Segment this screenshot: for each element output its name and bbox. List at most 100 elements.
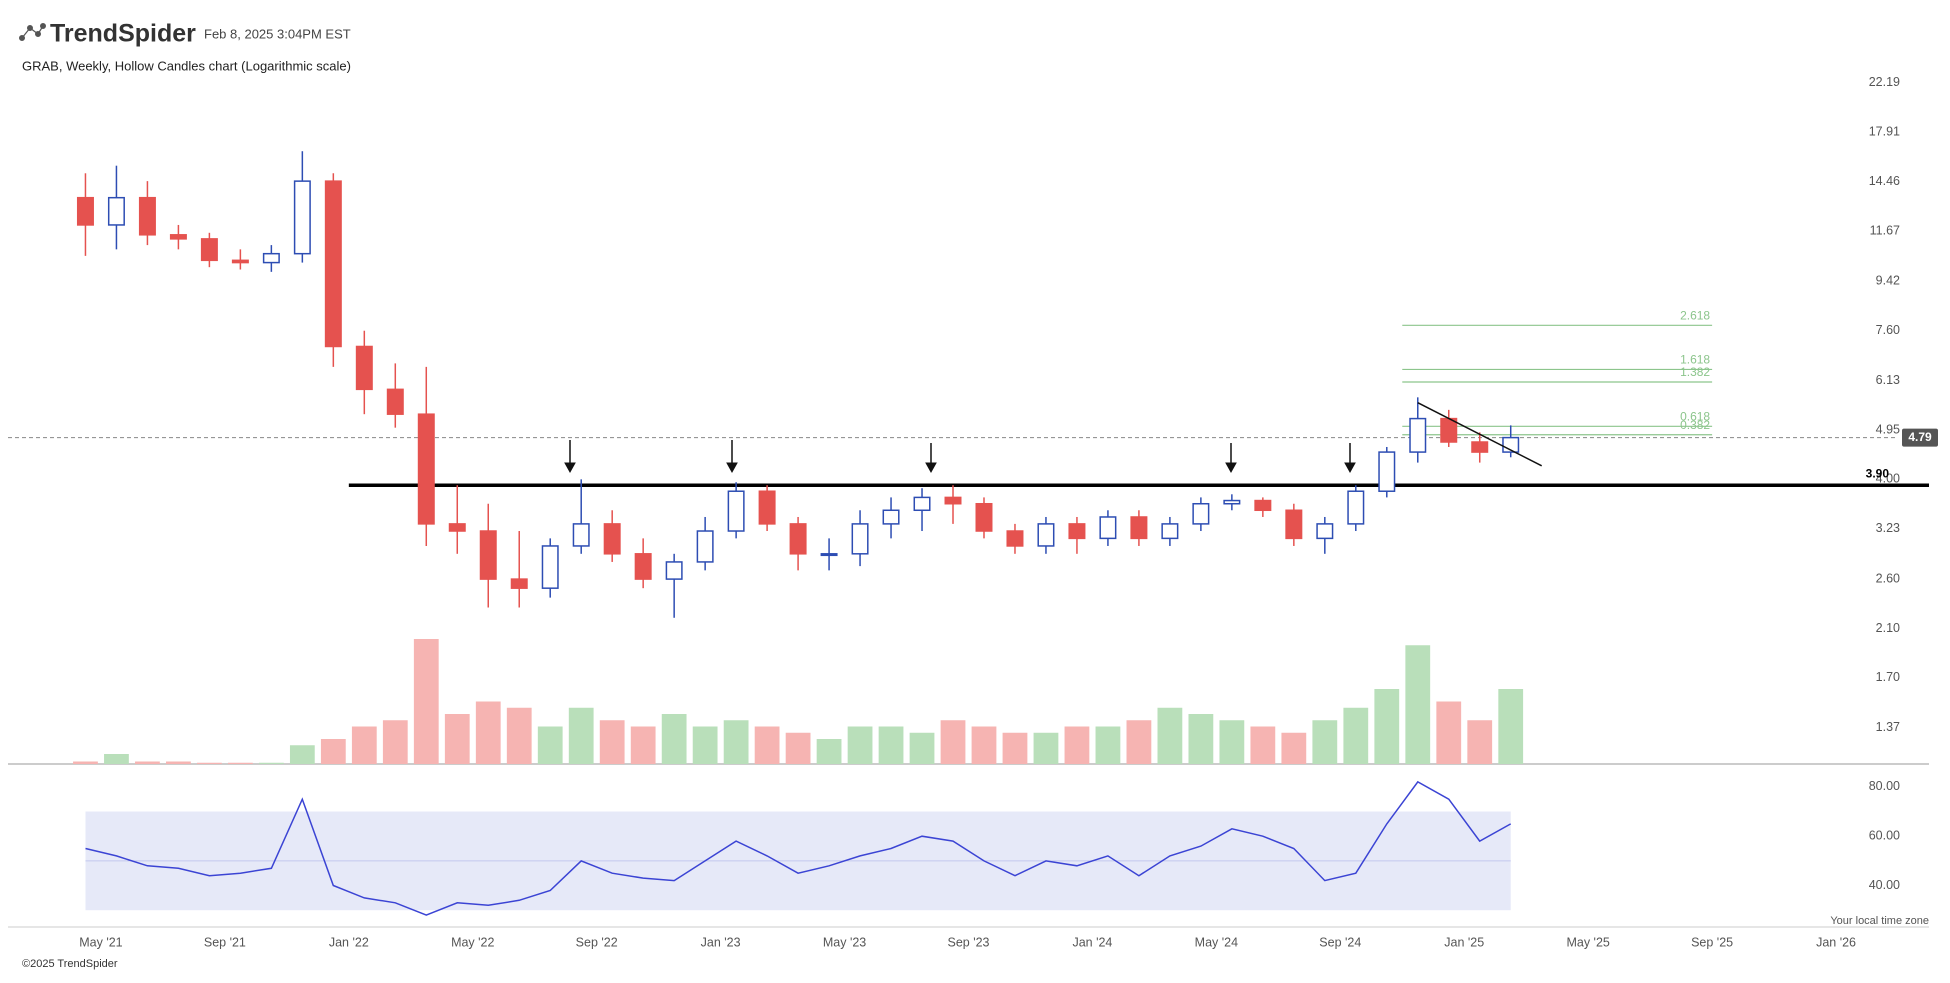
volume-bar: [1126, 720, 1152, 764]
volume-bar: [723, 720, 749, 764]
volume-bar: [73, 761, 98, 764]
volume-bar: [630, 726, 656, 764]
copyright: ©2025 TrendSpider: [22, 958, 118, 970]
y-tick-label: 6.13: [1876, 373, 1900, 387]
candle-body: [76, 196, 94, 226]
volume-bar: [661, 714, 687, 764]
trendline: [1417, 402, 1543, 467]
candle-body: [758, 490, 776, 525]
y-tick-label: 11.67: [1870, 224, 1900, 238]
candle-body: [479, 530, 497, 580]
candle-body: [1316, 523, 1334, 540]
candle-body: [1254, 499, 1272, 512]
candle-body: [200, 238, 218, 262]
volume-bar: [1436, 701, 1462, 764]
candle-body: [1347, 490, 1365, 525]
candle-body: [541, 545, 559, 589]
volume-bar: [816, 739, 842, 764]
last-price-box: [1902, 428, 1938, 447]
x-tick-label: Jan '22: [329, 935, 369, 949]
candle-body: [1068, 523, 1086, 540]
candle-body: [1471, 441, 1489, 453]
y-tick-label: 1.70: [1876, 670, 1900, 684]
volume-bar: [971, 726, 997, 764]
candle-body: [107, 196, 125, 226]
fib-label: 1.382: [1680, 365, 1710, 379]
candle-body: [1037, 523, 1055, 547]
fib-label: 0.382: [1680, 418, 1710, 432]
volume-bar: [1157, 707, 1183, 764]
volume-bar: [940, 720, 966, 764]
volume-bar: [444, 714, 470, 764]
timezone-note: Your local time zone: [1830, 915, 1929, 927]
volume-bar: [475, 701, 501, 764]
y-tick-label: 4.00: [1876, 472, 1900, 486]
candle-body: [944, 496, 962, 505]
volume-bar: [1250, 726, 1276, 764]
volume-bar: [878, 726, 904, 764]
rsi-tick-label: 40.00: [1869, 878, 1900, 892]
rsi-line: [85, 780, 1512, 916]
y-tick-label: 4.95: [1876, 422, 1900, 436]
candle-body: [386, 388, 404, 415]
candle-body: [448, 523, 466, 532]
candle-body: [324, 180, 342, 348]
volume-bar: [1498, 689, 1524, 764]
x-tick-label: Sep '21: [204, 935, 246, 949]
fib-label: 0.618: [1680, 409, 1710, 423]
fib-label: 2.618: [1680, 308, 1710, 322]
volume-bar: [1219, 720, 1245, 764]
last-price-label: 4.79: [1908, 430, 1932, 444]
fib-label: 1.618: [1680, 353, 1710, 367]
volume-bar: [1405, 645, 1431, 764]
volume-bar: [909, 732, 935, 764]
volume-bar: [227, 762, 253, 764]
candle-body: [1223, 499, 1241, 505]
candle-body: [1378, 451, 1396, 492]
y-tick-label: 9.42: [1876, 273, 1900, 287]
candle-body: [665, 561, 683, 580]
volume-bar: [135, 761, 160, 764]
candle-body: [603, 523, 621, 555]
x-tick-label: May '23: [823, 935, 866, 949]
volume-bar: [382, 720, 408, 764]
subtitle: GRAB, Weekly, Hollow Candles chart (Loga…: [22, 58, 351, 73]
volume-bar: [197, 762, 222, 764]
x-tick-label: Jan '23: [701, 935, 741, 949]
candle-body: [1285, 509, 1303, 540]
x-tick-label: Sep '23: [947, 935, 989, 949]
x-tick-label: Jan '26: [1816, 935, 1856, 949]
x-tick-label: Sep '22: [576, 935, 618, 949]
timestamp: Feb 8, 2025 3:04PM EST: [204, 26, 351, 41]
candle-body: [696, 530, 714, 563]
y-tick-label: 2.60: [1876, 571, 1900, 585]
candle-body: [882, 509, 900, 525]
candle-body: [293, 180, 311, 255]
volume-bar: [599, 720, 625, 764]
volume-bar: [166, 761, 191, 764]
volume-bar: [754, 726, 780, 764]
y-tick-label: 3.23: [1876, 521, 1900, 535]
rsi-tick-label: 60.00: [1869, 828, 1900, 842]
candle-body: [510, 578, 528, 589]
logo-icon: [19, 23, 46, 41]
x-tick-label: May '25: [1566, 935, 1609, 949]
candle-body: [572, 523, 590, 547]
volume-bar: [104, 754, 129, 764]
candle-body: [913, 496, 931, 512]
volume-bar: [692, 726, 718, 764]
volume-bar: [1188, 714, 1214, 764]
candle-body: [975, 502, 993, 532]
candle-body: [1130, 516, 1148, 540]
candle-body: [138, 196, 156, 236]
volume-bar: [1343, 707, 1369, 764]
candle-body: [417, 413, 435, 525]
volume-bar: [1064, 726, 1090, 764]
volume-bar: [1002, 732, 1028, 764]
y-tick-label: 1.37: [1876, 720, 1900, 734]
volume-bar: [1467, 720, 1493, 764]
rsi-tick-label: 80.00: [1869, 779, 1900, 793]
volume-bar: [506, 707, 532, 764]
y-tick-label: 22.19: [1869, 75, 1900, 89]
